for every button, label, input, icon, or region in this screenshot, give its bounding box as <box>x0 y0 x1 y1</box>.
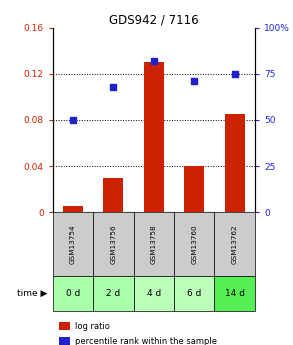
Text: GSM13762: GSM13762 <box>232 224 238 264</box>
Text: 6 d: 6 d <box>187 289 202 298</box>
Bar <box>63 206 83 212</box>
Text: GSM13754: GSM13754 <box>70 224 76 264</box>
Point <box>111 84 116 89</box>
Title: GDS942 / 7116: GDS942 / 7116 <box>109 13 199 27</box>
Bar <box>184 166 205 212</box>
Point <box>232 71 237 77</box>
Text: 14 d: 14 d <box>225 289 245 298</box>
Text: GSM13760: GSM13760 <box>191 224 197 264</box>
Text: percentile rank within the sample: percentile rank within the sample <box>75 337 217 345</box>
Text: GSM13756: GSM13756 <box>110 224 116 264</box>
Point <box>151 58 156 63</box>
Point <box>71 117 75 122</box>
Bar <box>103 178 124 212</box>
Point <box>192 78 197 84</box>
Text: 0 d: 0 d <box>66 289 80 298</box>
Text: GSM13758: GSM13758 <box>151 224 157 264</box>
Bar <box>224 114 245 212</box>
Text: 4 d: 4 d <box>147 289 161 298</box>
Text: time ▶: time ▶ <box>16 289 47 298</box>
Text: log ratio: log ratio <box>75 322 110 331</box>
Bar <box>144 62 164 212</box>
Text: 2 d: 2 d <box>106 289 120 298</box>
